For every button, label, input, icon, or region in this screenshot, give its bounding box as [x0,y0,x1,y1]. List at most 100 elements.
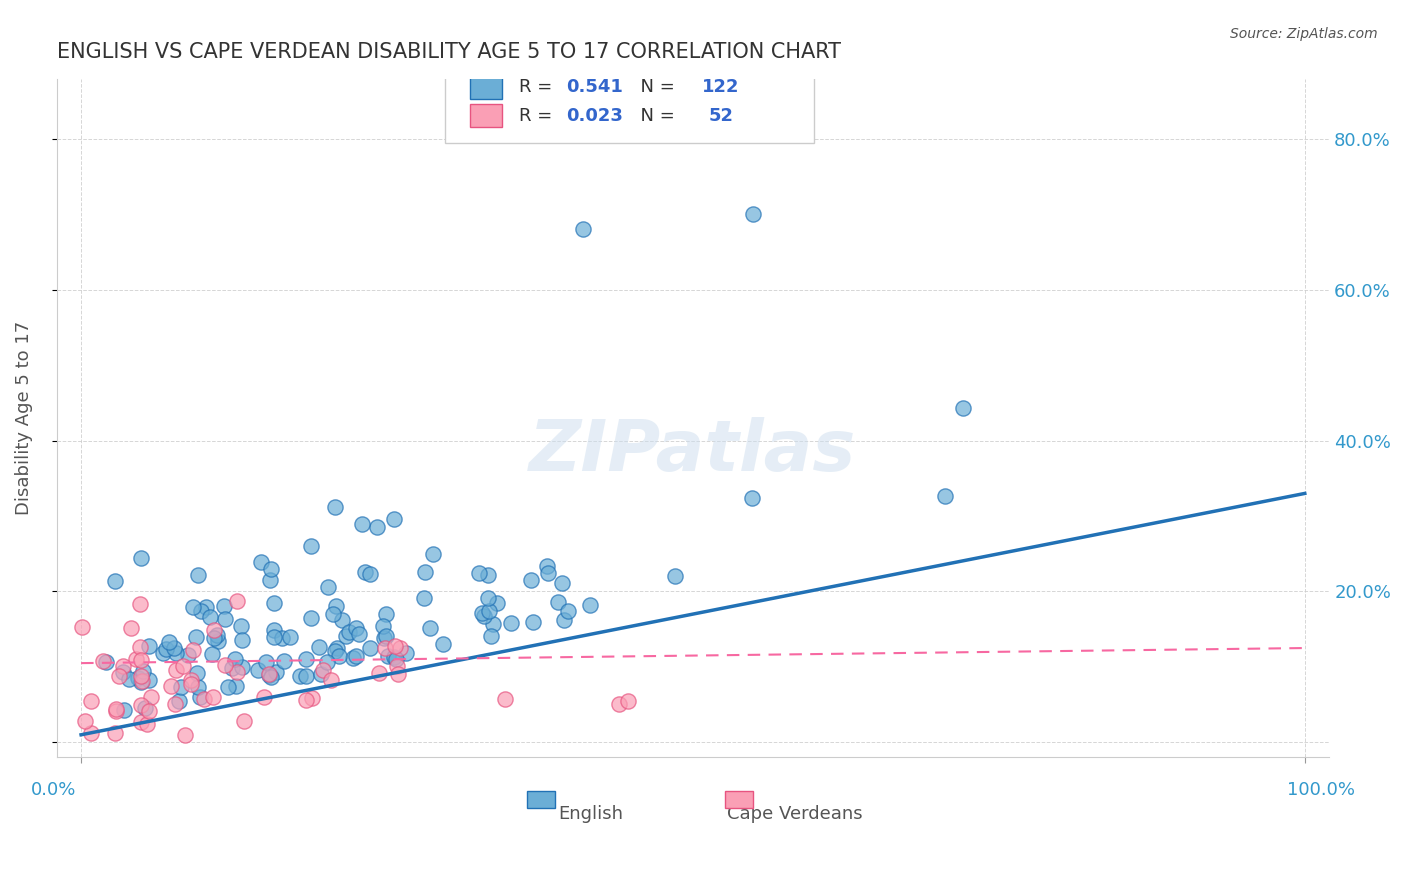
English [571,222,593,236]
English [194,599,217,614]
English [374,607,396,622]
Cape Verdeans [374,640,396,655]
English [395,647,418,661]
Text: 0.023: 0.023 [565,107,623,125]
English [177,648,200,663]
Cape Verdeans [138,704,160,718]
English [553,614,575,628]
Cape Verdeans [129,668,152,682]
Text: ZIPatlas: ZIPatlas [529,417,856,486]
English [335,629,357,643]
English [342,651,364,665]
English [157,635,180,649]
English [131,675,153,690]
English [419,621,441,635]
English [536,566,558,580]
Cape Verdeans [301,690,323,705]
Cape Verdeans [136,716,159,731]
English [290,668,312,682]
English [371,619,394,633]
Cape Verdeans [180,676,202,690]
English [377,648,399,663]
Cape Verdeans [165,663,187,677]
Cape Verdeans [128,640,150,654]
English [359,640,381,655]
Cape Verdeans [607,697,630,711]
English [385,651,408,665]
English [339,625,361,640]
English [247,663,270,677]
English [477,567,499,582]
English [536,558,558,573]
Cape Verdeans [93,654,115,668]
FancyBboxPatch shape [444,62,814,143]
Cape Verdeans [80,726,103,740]
Text: R =: R = [519,107,558,125]
English [263,630,285,644]
Cape Verdeans [180,673,202,687]
Cape Verdeans [226,593,249,607]
English [201,647,224,661]
Cape Verdeans [321,673,343,687]
Cape Verdeans [131,673,153,688]
Cape Verdeans [111,658,134,673]
English [118,672,141,686]
Cape Verdeans [257,666,280,681]
English [741,491,763,505]
English [294,668,316,682]
English [257,667,280,681]
Cape Verdeans [172,659,194,673]
English [479,630,502,644]
Cape Verdeans [108,669,131,683]
English [127,671,149,685]
English [167,694,190,708]
Cape Verdeans [233,714,256,728]
English [375,629,398,643]
English [273,654,295,668]
English [278,630,301,644]
English [186,666,208,681]
Text: R =: R = [519,78,558,95]
English [328,648,350,663]
English [254,655,277,669]
English [184,630,207,644]
English [316,580,339,594]
English [112,665,135,680]
English [188,690,211,704]
English [742,207,765,221]
English [352,517,374,532]
English [170,680,193,694]
English [231,619,253,633]
Text: ENGLISH VS CAPE VERDEAN DISABILITY AGE 5 TO 17 CORRELATION CHART: ENGLISH VS CAPE VERDEAN DISABILITY AGE 5… [56,42,841,62]
Cape Verdeans [174,728,197,742]
English [214,612,236,626]
Cape Verdeans [163,697,186,711]
Cape Verdeans [75,714,97,728]
English [547,595,569,609]
English [344,622,367,636]
English [347,627,370,641]
English [344,648,367,663]
English [308,640,330,654]
English [366,520,388,534]
English [294,652,316,666]
English [519,574,541,588]
English [478,604,501,618]
Text: N =: N = [630,78,681,95]
English [325,599,347,613]
Cape Verdeans [141,690,163,705]
English [557,604,579,618]
English [412,591,434,605]
Cape Verdeans [104,702,127,716]
English [299,610,322,624]
English [181,600,204,615]
Y-axis label: Disability Age 5 to 17: Disability Age 5 to 17 [15,321,32,515]
Cape Verdeans [125,652,148,666]
FancyBboxPatch shape [527,791,555,808]
Cape Verdeans [104,726,127,740]
English [104,574,127,589]
English [221,661,243,675]
English [212,599,235,614]
Text: Cape Verdeans: Cape Verdeans [727,805,862,823]
English [207,634,229,648]
